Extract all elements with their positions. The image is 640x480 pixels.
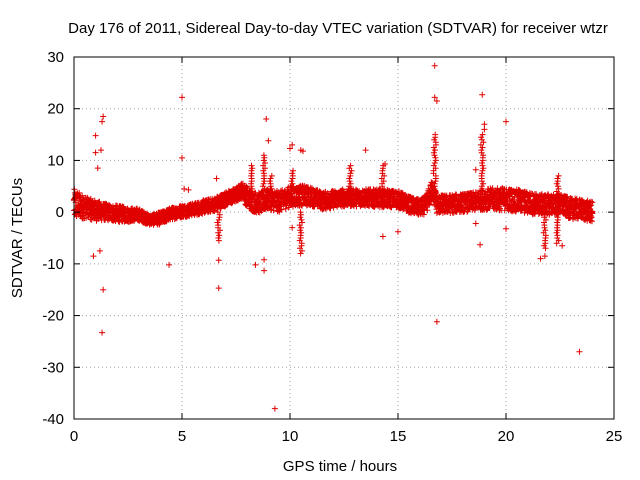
y-tick-label: 30 [47,49,64,66]
band-points [71,179,596,228]
outlier-point [179,94,185,101]
y-tick-label: 10 [47,152,64,169]
outlier-point [99,329,106,336]
spike-points [553,172,562,205]
y-tick-label: -40 [42,411,64,428]
outlier-point [479,91,486,98]
outlier-point [481,126,488,133]
outlier-point [215,285,222,292]
outlier-point [215,257,222,264]
outlier-point [92,132,99,139]
outlier-point [559,242,566,249]
spike-points [346,162,355,205]
x-tick-label: 25 [606,428,623,445]
outlier-point [252,261,259,268]
spike-points [430,131,439,205]
outlier-point [472,166,479,173]
outlier-point [261,256,268,263]
outlier-point [382,161,389,168]
x-axis-label: GPS time / hours [283,458,397,475]
outlier-point [299,148,306,155]
spike-points [378,162,388,205]
spike-points [540,209,549,252]
y-tick-label: -10 [42,256,64,273]
outlier-point [431,62,438,69]
outlier-point [90,253,97,260]
spike-points [553,209,562,247]
y-tick-label: 20 [47,101,64,118]
outlier-point [261,267,268,274]
x-tick-label: 0 [70,428,78,445]
outlier-point [481,121,488,128]
chart-title: Day 176 of 2011, Sidereal Day-to-day VTE… [68,20,608,37]
y-tick-label: -20 [42,308,64,325]
sdtvar-outliers [90,62,583,412]
spike-points [247,162,256,205]
outlier-point [362,147,369,154]
sdtvar-spikes [214,131,562,257]
outlier-point [576,348,583,355]
y-tick-label: 0 [56,204,64,221]
spike-points [259,152,268,205]
outlier-point [185,186,192,193]
spike-points [296,209,305,257]
outlier-point [537,255,544,262]
spike-points [477,131,487,205]
outlier-point [395,228,401,235]
outlier-point [213,175,220,182]
outlier-point [94,165,101,172]
sdtvar-series [71,179,596,228]
outlier-point [379,233,386,240]
outlier-point [100,286,107,293]
x-tick-label: 20 [498,428,515,445]
plot-frame [73,56,615,420]
grid-lines [74,57,614,419]
y-tick-label: -30 [42,359,64,376]
outlier-point [96,247,103,254]
y-tick-labels: -40 -30 -20 -10 0 10 20 30 [42,49,64,428]
outlier-point [431,94,438,101]
outlier-point [265,137,272,144]
outlier-point [503,225,509,232]
outlier-point [433,318,440,325]
outlier-point [472,220,479,227]
x-tick-label: 15 [390,428,407,445]
outlier-point [289,141,296,148]
spike-points [288,167,297,205]
outlier-point [287,145,293,152]
outlier-point [289,224,296,231]
outlier-point [166,261,173,268]
outlier-point [100,113,107,120]
outlier-point [92,149,99,156]
outlier-point [541,253,548,260]
spike-points [214,209,223,244]
x-tick-label: 10 [282,428,299,445]
outlier-point [271,405,278,412]
y-axis-label: SDTVAR / TECUs [9,178,26,298]
outlier-point [179,154,185,161]
outlier-point [99,118,106,125]
outlier-point [98,147,104,154]
outlier-point [433,97,440,104]
axis-ticks [73,56,615,420]
x-tick-labels: 0 5 10 15 20 25 [70,428,623,445]
outlier-point [263,116,270,123]
outlier-point [503,118,509,125]
outlier-point [181,185,188,192]
outlier-point [477,241,484,248]
x-tick-label: 5 [178,428,186,445]
spike-points [266,172,275,200]
